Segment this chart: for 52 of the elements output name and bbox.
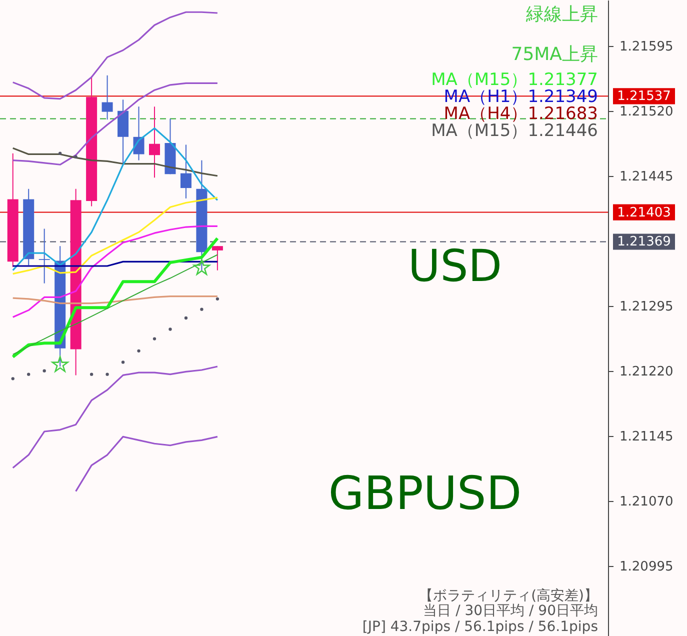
point <box>106 372 109 376</box>
point <box>152 337 156 340</box>
candlestick <box>102 74 113 120</box>
annotation: [JP] 43.7pips / 56.1pips / 56.1pips <box>362 619 598 635</box>
line-series <box>12 147 218 177</box>
annotation: GBPUSD <box>328 466 522 520</box>
ref-line-label: 1.21537 <box>617 89 671 104</box>
line-series <box>75 436 218 492</box>
candlestick <box>180 144 192 199</box>
y-tick-label: 1.21070 <box>620 494 674 510</box>
annotation: MA（M15）1.21377 <box>431 70 598 90</box>
point <box>184 316 188 320</box>
line-series <box>12 196 218 275</box>
point <box>90 372 94 376</box>
candlestick <box>38 228 50 284</box>
ref-line-label: 1.21403 <box>617 205 671 220</box>
point <box>193 259 210 275</box>
point <box>58 152 62 155</box>
line-series <box>12 225 218 318</box>
line-series <box>12 296 218 304</box>
point <box>216 297 220 301</box>
annotation: 75MA上昇 <box>511 44 598 65</box>
line-series <box>12 82 218 166</box>
y-tick-label: 1.20995 <box>620 559 674 574</box>
line-series <box>11 236 219 358</box>
point <box>168 328 172 331</box>
y-tick-label: 1.21595 <box>620 39 674 54</box>
point <box>137 349 140 353</box>
annotation: 【ボラティリティ(高安差)】 <box>419 588 598 604</box>
y-tick-label: 1.21295 <box>620 299 674 314</box>
line-series <box>12 127 218 272</box>
point <box>11 377 14 380</box>
annotation: 当日 / 30日平均 / 90日平均 <box>423 603 598 619</box>
candlestick <box>149 106 160 178</box>
point <box>200 308 204 311</box>
annotation: 緑線上昇 <box>525 4 598 25</box>
y-tick-label: 1.21520 <box>620 104 674 120</box>
point <box>121 360 125 364</box>
annotation: MA（M15）1.21446 <box>431 121 598 141</box>
point <box>42 369 46 372</box>
line-series <box>12 11 218 100</box>
line-series <box>12 254 218 355</box>
ref-line-label: 1.21369 <box>617 234 671 250</box>
point <box>74 155 78 158</box>
y-tick-label: 1.21145 <box>620 429 674 444</box>
point <box>52 356 68 372</box>
y-tick-label: 1.21445 <box>620 169 674 184</box>
line-series <box>12 366 218 469</box>
annotation: USD <box>408 241 502 292</box>
y-tick-label: 1.21220 <box>620 364 674 380</box>
point <box>27 372 30 376</box>
candlestick <box>212 246 223 271</box>
